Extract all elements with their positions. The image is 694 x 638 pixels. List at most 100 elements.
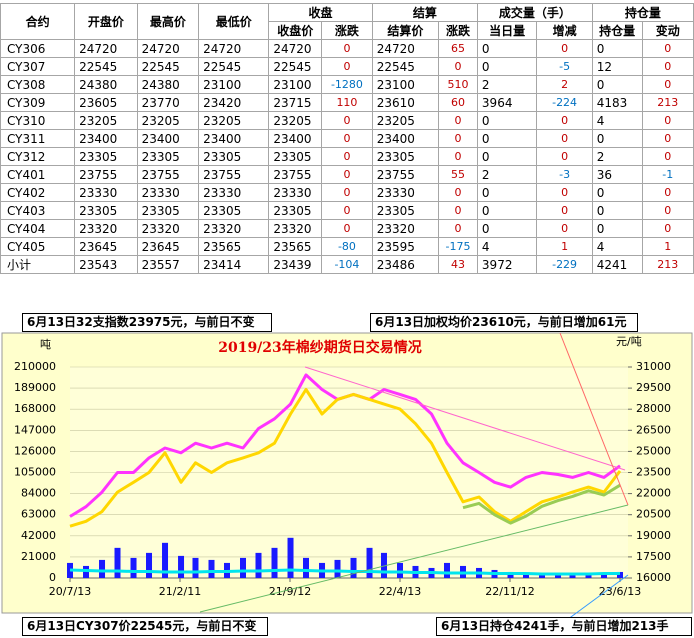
table-cell: 65 xyxy=(438,39,478,58)
volume-bar xyxy=(397,562,403,578)
table-row: CY401 23755 23755 23755 23755 0 23755 55 2 -3 36 -1 xyxy=(0,165,694,184)
annotation: 6月13日加权均价23610元，与前日增加61元 xyxy=(370,313,638,332)
y-tick-label: 63000 xyxy=(21,508,56,521)
table-cell: 23305 xyxy=(136,201,200,220)
header-cell: 收盘 xyxy=(268,3,373,22)
table-cell: 23755 xyxy=(268,165,323,184)
table-cell: 1 xyxy=(641,237,694,256)
y-tick-label: 84000 xyxy=(21,487,56,500)
table-cell: 24720 xyxy=(371,39,440,58)
y2-tick-label: 31000 xyxy=(636,360,671,373)
y2-tick-label: 19000 xyxy=(636,529,671,542)
table-cell: 23420 xyxy=(198,93,270,112)
table-cell: 3964 xyxy=(476,93,538,112)
pointer-line xyxy=(559,574,629,626)
table-cell: 23330 xyxy=(136,183,200,202)
table-cell: 23645 xyxy=(136,237,200,256)
table-cell: 23305 xyxy=(268,147,323,166)
table-cell: 0 xyxy=(321,111,373,130)
table-cell: 4241 xyxy=(591,255,643,274)
table-cell: 0 xyxy=(476,183,538,202)
table-cell: 0 xyxy=(641,183,694,202)
table-cell: 22545 xyxy=(136,57,200,76)
table-cell: 23400 xyxy=(198,129,270,148)
x-tick-label: 22/11/12 xyxy=(485,585,534,598)
y2-tick-label: 23500 xyxy=(636,466,671,479)
table-cell: 60 xyxy=(438,93,478,112)
table-cell: 55 xyxy=(438,165,478,184)
table-cell: CY404 xyxy=(0,219,76,238)
volume-bar xyxy=(130,557,137,578)
table-cell: 2 xyxy=(536,75,593,94)
table-cell: -3 xyxy=(536,165,593,184)
table-cell: 23645 xyxy=(74,237,138,256)
volume-bar xyxy=(240,557,247,578)
table-cell: 22545 xyxy=(198,57,270,76)
table-cell: 23330 xyxy=(74,183,138,202)
pointer-line xyxy=(559,332,629,506)
table-cell: 23715 xyxy=(268,93,323,112)
table-cell: 23320 xyxy=(74,219,138,238)
table-cell: 23557 xyxy=(136,255,200,274)
header-cell: 收盘价 xyxy=(268,21,323,40)
table-cell: 0 xyxy=(438,147,478,166)
table-cell: CY310 xyxy=(0,111,76,130)
table-cell: 4 xyxy=(476,237,538,256)
volume-bar xyxy=(99,559,106,578)
trend-line xyxy=(199,504,629,613)
table-cell: 23305 xyxy=(198,201,270,220)
table-cell: -224 xyxy=(536,93,593,112)
table-cell: 24720 xyxy=(198,39,270,58)
table-cell: 0 xyxy=(438,111,478,130)
header-cell: 涨跌 xyxy=(321,21,373,40)
volume-bar xyxy=(208,559,215,578)
volume-bar xyxy=(334,559,341,578)
volume-bar xyxy=(366,547,373,578)
header-cell: 持仓量 xyxy=(591,21,643,40)
table-cell: 24380 xyxy=(136,75,200,94)
table-cell: 0 xyxy=(321,201,373,220)
table-cell: 23100 xyxy=(198,75,270,94)
table-cell: 0 xyxy=(641,75,694,94)
table-cell: -229 xyxy=(536,255,593,274)
table-cell: 23610 xyxy=(371,93,440,112)
table-cell: 23400 xyxy=(268,129,323,148)
volume-bar xyxy=(146,552,153,578)
table-cell: 0 xyxy=(321,147,373,166)
table-cell: -104 xyxy=(321,255,373,274)
table-cell: 36 xyxy=(591,165,643,184)
table-cell: 0 xyxy=(438,183,478,202)
table-cell: 23605 xyxy=(74,93,138,112)
table-row: CY404 23320 23320 23320 23320 0 23320 0 0 0 0 0 xyxy=(0,219,694,238)
table-cell: CY312 xyxy=(0,147,76,166)
table-cell: 23400 xyxy=(136,129,200,148)
table-cell: 0 xyxy=(641,147,694,166)
y2-tick-label: 29500 xyxy=(636,381,671,394)
table-cell: 0 xyxy=(641,57,694,76)
table-cell: 0 xyxy=(438,219,478,238)
table-cell: 23305 xyxy=(136,147,200,166)
table-cell: 24720 xyxy=(268,39,323,58)
chart-title: 2019/23年棉纱期货日交易情况 xyxy=(218,339,422,356)
table-cell: 12 xyxy=(591,57,643,76)
table-cell: 23320 xyxy=(136,219,200,238)
table-cell: 0 xyxy=(641,39,694,58)
annotation: 6月13日持仓4241手，与前日增加213手 xyxy=(436,617,692,636)
table-cell: 0 xyxy=(641,201,694,220)
table-cell: 0 xyxy=(641,219,694,238)
table-cell: 24720 xyxy=(136,39,200,58)
table-cell: 小计 xyxy=(0,255,76,274)
table-cell: 23565 xyxy=(268,237,323,256)
table-cell: 23755 xyxy=(198,165,270,184)
table-cell: CY403 xyxy=(0,201,76,220)
table-cell: 0 xyxy=(438,129,478,148)
volume-bar xyxy=(523,572,530,578)
table-cell: 0 xyxy=(476,201,538,220)
header-cell: 最高价 xyxy=(136,3,200,40)
y2-tick-label: 28000 xyxy=(636,402,671,415)
y2-tick-label: 26500 xyxy=(636,423,671,436)
y2-tick-label: 22000 xyxy=(636,487,671,500)
table-cell: 510 xyxy=(438,75,478,94)
volume-bar xyxy=(178,555,185,578)
